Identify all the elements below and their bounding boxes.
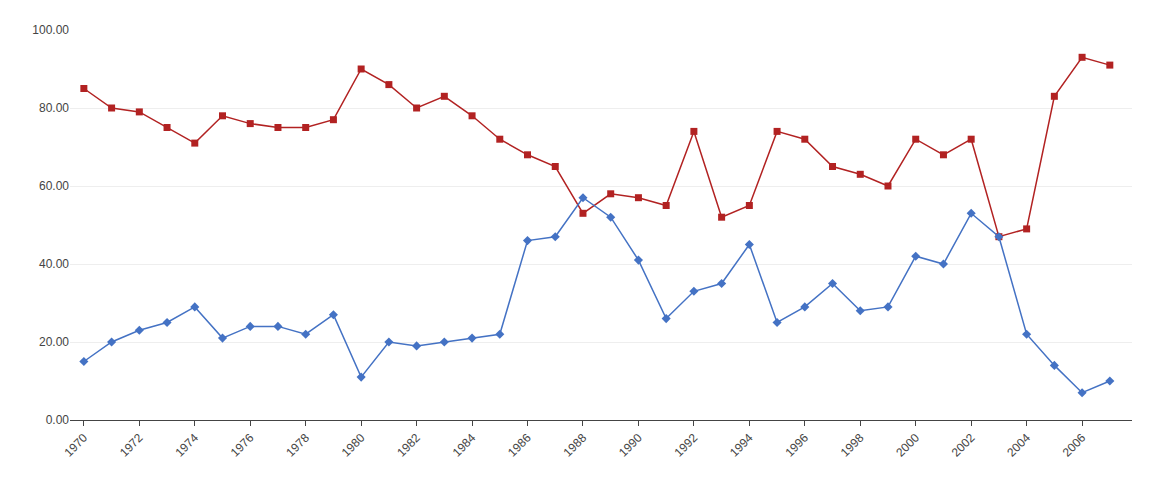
- svg-text:60.00: 60.00: [39, 179, 69, 193]
- svg-text:80.00: 80.00: [39, 101, 69, 115]
- svg-text:1972: 1972: [117, 431, 146, 460]
- svg-text:1978: 1978: [283, 431, 312, 460]
- svg-text:2002: 2002: [949, 431, 978, 460]
- svg-text:40.00: 40.00: [39, 257, 69, 271]
- svg-text:1992: 1992: [671, 431, 700, 460]
- svg-text:1976: 1976: [228, 431, 257, 460]
- svg-text:2004: 2004: [1004, 431, 1033, 460]
- svg-text:1982: 1982: [394, 431, 423, 460]
- svg-text:100.00: 100.00: [32, 23, 69, 37]
- svg-text:2000: 2000: [893, 431, 922, 460]
- svg-text:1984: 1984: [450, 431, 479, 460]
- svg-text:20.00: 20.00: [39, 335, 69, 349]
- svg-text:1994: 1994: [727, 431, 756, 460]
- svg-text:1974: 1974: [172, 431, 201, 460]
- svg-text:1988: 1988: [561, 431, 590, 460]
- svg-text:1970: 1970: [61, 431, 90, 460]
- svg-text:1996: 1996: [782, 431, 811, 460]
- svg-text:2006: 2006: [1060, 431, 1089, 460]
- svg-text:1990: 1990: [616, 431, 645, 460]
- svg-text:1998: 1998: [838, 431, 867, 460]
- svg-text:1986: 1986: [505, 431, 534, 460]
- svg-text:0.00: 0.00: [46, 413, 70, 427]
- svg-text:1980: 1980: [339, 431, 368, 460]
